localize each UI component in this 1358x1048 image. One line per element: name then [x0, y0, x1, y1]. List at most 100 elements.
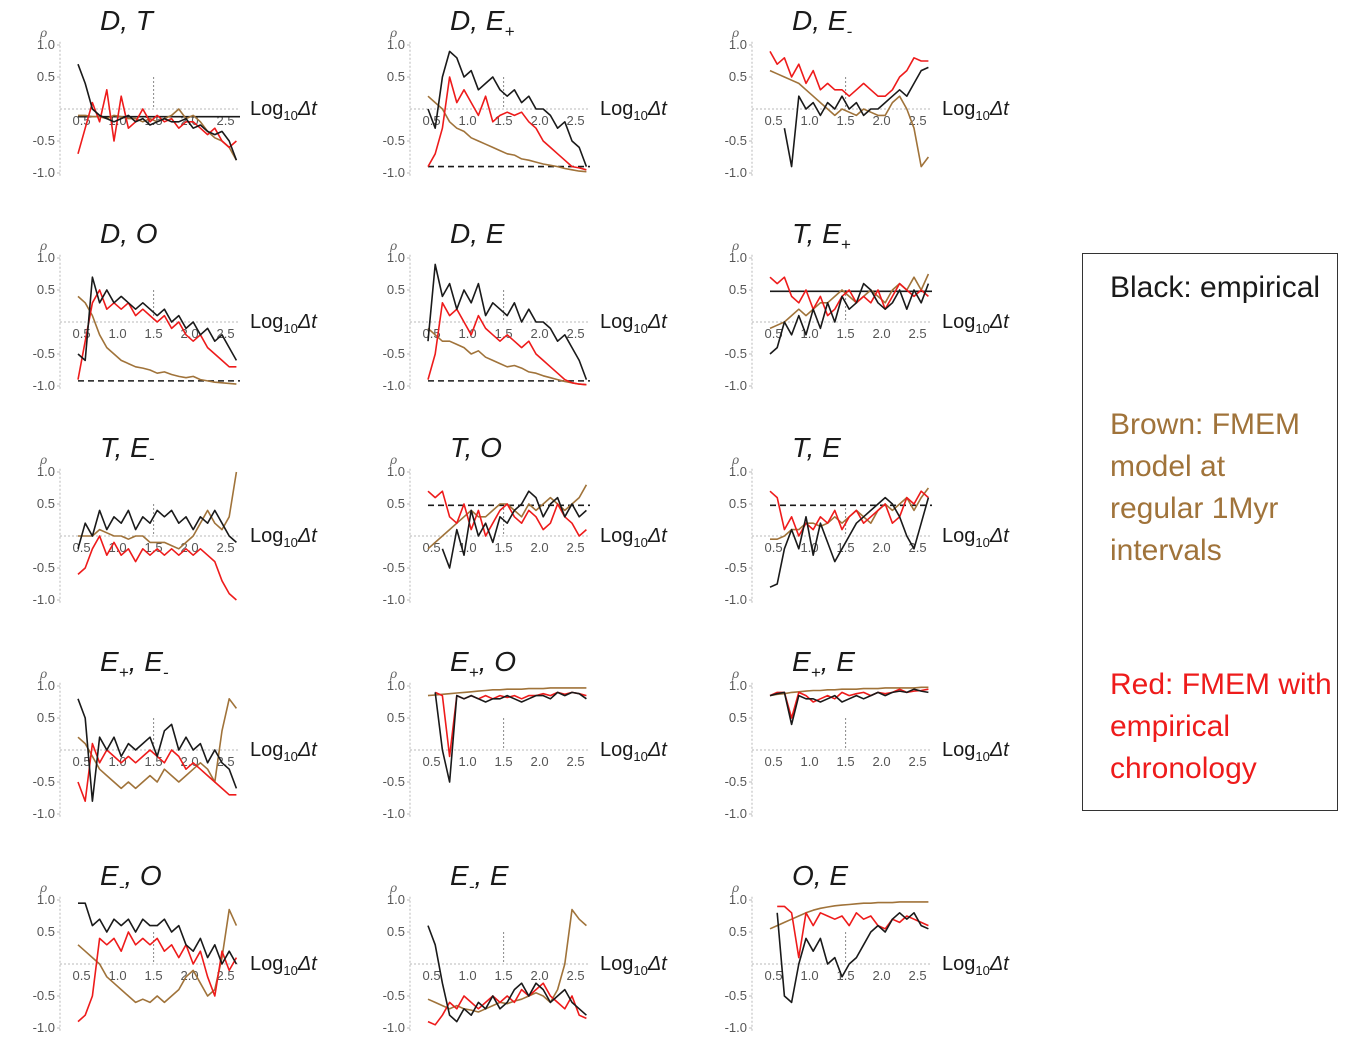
series-line-red [769, 276, 929, 317]
y-tick-label: 0.5 [729, 69, 747, 84]
title-var2: E [486, 218, 505, 249]
x-label-log: Log [600, 311, 633, 333]
panel-title: E-, O [100, 860, 162, 896]
x-tick-label: 0.5 [423, 540, 441, 555]
series-line-red [769, 490, 929, 537]
panel-title: D, E [450, 218, 505, 249]
title-sub: - [846, 22, 852, 41]
x-tick-label: 1.5 [145, 754, 163, 769]
series-line-red [777, 905, 929, 959]
x-tick-label: 2.5 [909, 540, 927, 555]
x-label-dt: Δt [297, 525, 318, 547]
y-tick-label: -0.5 [33, 988, 55, 1003]
title-var1: E [100, 646, 119, 677]
panel-title: D, E+ [450, 5, 514, 41]
y-tick-label: -1.0 [725, 378, 747, 393]
title-sub1: - [119, 877, 125, 896]
title-var1: T [792, 432, 811, 463]
chart-panel-12: E+, Eρ1.00.5-0.5-1.00.5 1.0 1.5 2.0 2.5Log10… [725, 646, 1011, 821]
y-tick-label: -0.5 [383, 346, 405, 361]
y-tick-label: -1.0 [383, 378, 405, 393]
y-axis-label: ρ [39, 239, 47, 253]
x-tick-label: 2.5 [567, 540, 585, 555]
x-axis-label: Log10Δt [942, 98, 1010, 123]
x-tick-label: 2.5 [567, 113, 585, 128]
x-axis-label: Log10Δt [600, 953, 668, 978]
legend-box: Black: empirical Brown: FMEM model at re… [1082, 253, 1338, 811]
x-label-sub: 10 [633, 749, 647, 764]
x-tick-label: 1.0 [459, 326, 477, 341]
title-var1: E [792, 646, 811, 677]
series-line-black [776, 912, 929, 1004]
x-label-dt: Δt [647, 311, 668, 333]
title-sub1: + [469, 663, 479, 682]
y-axis-label: ρ [389, 26, 397, 40]
panel-title: O, E [792, 860, 848, 891]
y-tick-label: -1.0 [33, 592, 55, 607]
x-label-dt: Δt [297, 311, 318, 333]
x-tick-label: 2.5 [567, 968, 585, 983]
series-line-black [769, 282, 930, 355]
y-tick-label: -1.0 [383, 806, 405, 821]
x-label-log: Log [250, 98, 283, 120]
x-tick-label: 2.0 [873, 754, 891, 769]
y-tick-label: -0.5 [725, 560, 747, 575]
x-label-log: Log [600, 739, 633, 761]
title-sub1: - [469, 877, 475, 896]
legend-black-entry: Black: empirical [1110, 271, 1321, 304]
x-tick-label: 2.5 [909, 968, 927, 983]
x-tick-label: 1.5 [837, 754, 855, 769]
title-comma: , [120, 218, 136, 249]
x-tick-label: 0.5 [73, 968, 91, 983]
title-comma: , [470, 218, 486, 249]
x-tick-label: 1.5 [495, 326, 513, 341]
x-axis-label: Log10Δt [600, 525, 668, 550]
y-axis-label: ρ [39, 667, 47, 681]
y-tick-label: 0.5 [37, 924, 55, 939]
y-tick-label: 0.5 [37, 496, 55, 511]
x-tick-label: 0.5 [765, 968, 783, 983]
y-axis-label: ρ [389, 667, 397, 681]
y-tick-label: 0.5 [37, 710, 55, 725]
title-var1: T [792, 218, 811, 249]
x-tick-label: 0.5 [423, 968, 441, 983]
x-label-sub: 10 [283, 108, 297, 123]
x-tick-label: 2.0 [531, 968, 549, 983]
x-label-dt: Δt [647, 739, 668, 761]
series-line-black [769, 688, 929, 726]
series-line-black [427, 50, 588, 167]
panel-title: T, E [792, 432, 841, 463]
title-var2: O [136, 218, 158, 249]
x-label-log: Log [250, 953, 283, 975]
x-tick-label: 2.5 [217, 326, 235, 341]
y-tick-label: -1.0 [725, 1020, 747, 1035]
x-label-sub: 10 [283, 321, 297, 336]
x-label-sub: 10 [975, 321, 989, 336]
series-line-black [77, 509, 237, 550]
series-line-brown [77, 698, 238, 790]
x-tick-label: 1.5 [495, 113, 513, 128]
y-tick-label: 1.0 [37, 37, 55, 52]
title-comma: , [814, 860, 830, 891]
x-axis-label: Log10Δt [942, 953, 1010, 978]
title-comma: , [807, 218, 823, 249]
series-line-black [441, 490, 587, 569]
title-comma: , [120, 5, 136, 36]
x-tick-label: 2.5 [909, 326, 927, 341]
x-label-dt: Δt [647, 98, 668, 120]
y-tick-label: -0.5 [725, 346, 747, 361]
x-label-sub: 10 [283, 749, 297, 764]
y-axis-label: ρ [39, 26, 47, 40]
x-tick-label: 0.5 [73, 754, 91, 769]
x-tick-label: 1.0 [109, 754, 127, 769]
x-label-sub: 10 [633, 321, 647, 336]
x-tick-label: 2.5 [217, 968, 235, 983]
series-line-brown [769, 69, 930, 168]
chart-panel-1: D, Tρ1.00.5-0.5-1.00.5 1.0 1.5 2.0 2.5Log10Δ… [33, 5, 319, 180]
y-tick-label: -0.5 [383, 560, 405, 575]
y-tick-label: -0.5 [383, 988, 405, 1003]
title-sub: + [504, 22, 514, 41]
x-tick-label: 0.5 [765, 326, 783, 341]
x-tick-label: 0.5 [423, 326, 441, 341]
y-axis-label: ρ [731, 26, 739, 40]
